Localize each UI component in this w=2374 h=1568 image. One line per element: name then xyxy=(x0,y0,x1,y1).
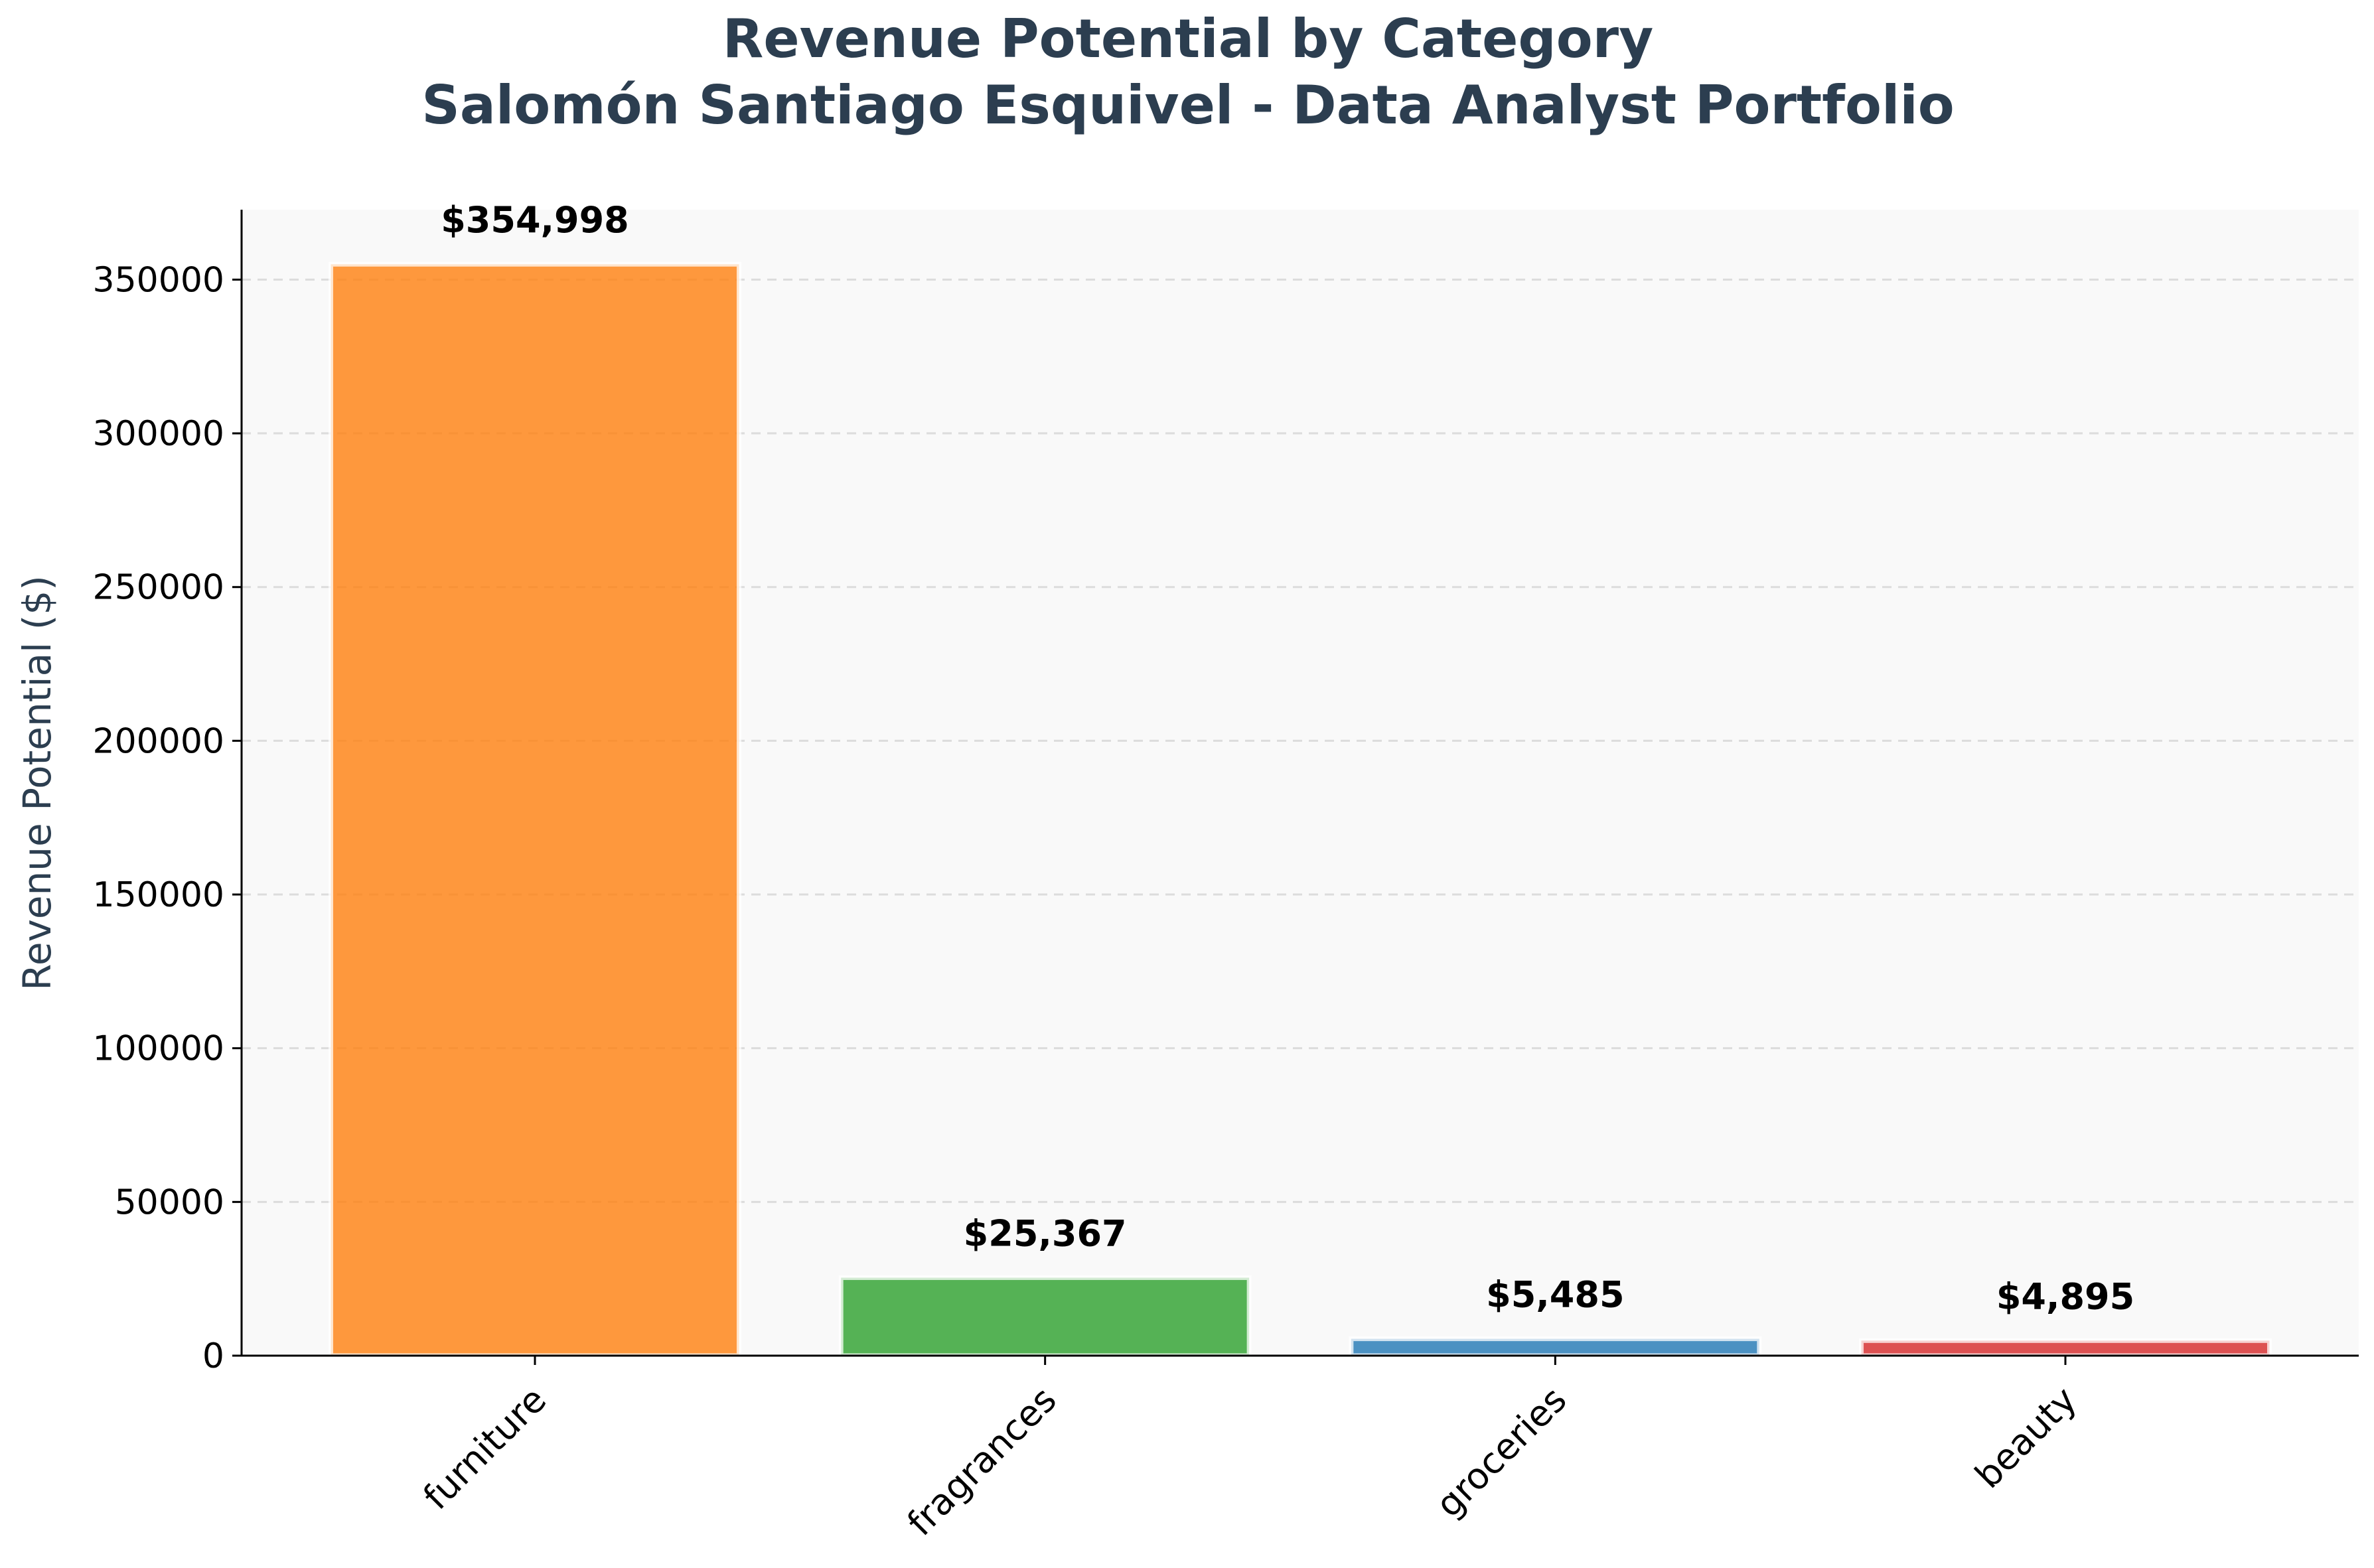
bar-furniture xyxy=(329,261,741,1358)
data-label-beauty: $4,895 xyxy=(1996,1275,2134,1317)
y-axis-ticks: 0 50000 100000 150000 200000 250000 300000 3500… xyxy=(92,260,242,1376)
y-tick-label-1: 50000 xyxy=(115,1182,224,1222)
y-tick-label-2: 100000 xyxy=(92,1029,224,1069)
y-tick-label-4: 200000 xyxy=(92,721,224,761)
chart-subtitle: Salomón Santiago Esquivel - Data Analyst… xyxy=(421,74,1955,136)
chart-title: Revenue Potential by Category xyxy=(723,8,1654,70)
bar-groceries xyxy=(1349,1336,1762,1358)
y-tick-label-0: 0 xyxy=(202,1336,224,1376)
bar-fragrances xyxy=(838,1275,1252,1358)
y-tick-label-3: 150000 xyxy=(92,875,224,915)
y-tick-label-6: 300000 xyxy=(92,414,224,454)
data-label-furniture: $354,998 xyxy=(441,199,629,241)
bars xyxy=(329,261,2272,1358)
data-label-fragrances: $25,367 xyxy=(964,1212,1127,1254)
axes xyxy=(240,210,2359,1357)
data-label-groceries: $5,485 xyxy=(1486,1274,1624,1316)
y-tick-label-5: 250000 xyxy=(92,568,224,608)
y-axis-label: Revenue Potential ($) xyxy=(15,575,60,991)
y-tick-label-7: 350000 xyxy=(92,260,224,300)
bar-beauty xyxy=(1859,1338,2272,1358)
data-labels: $354,998 $25,367 $5,485 $4,895 xyxy=(441,199,2134,1317)
